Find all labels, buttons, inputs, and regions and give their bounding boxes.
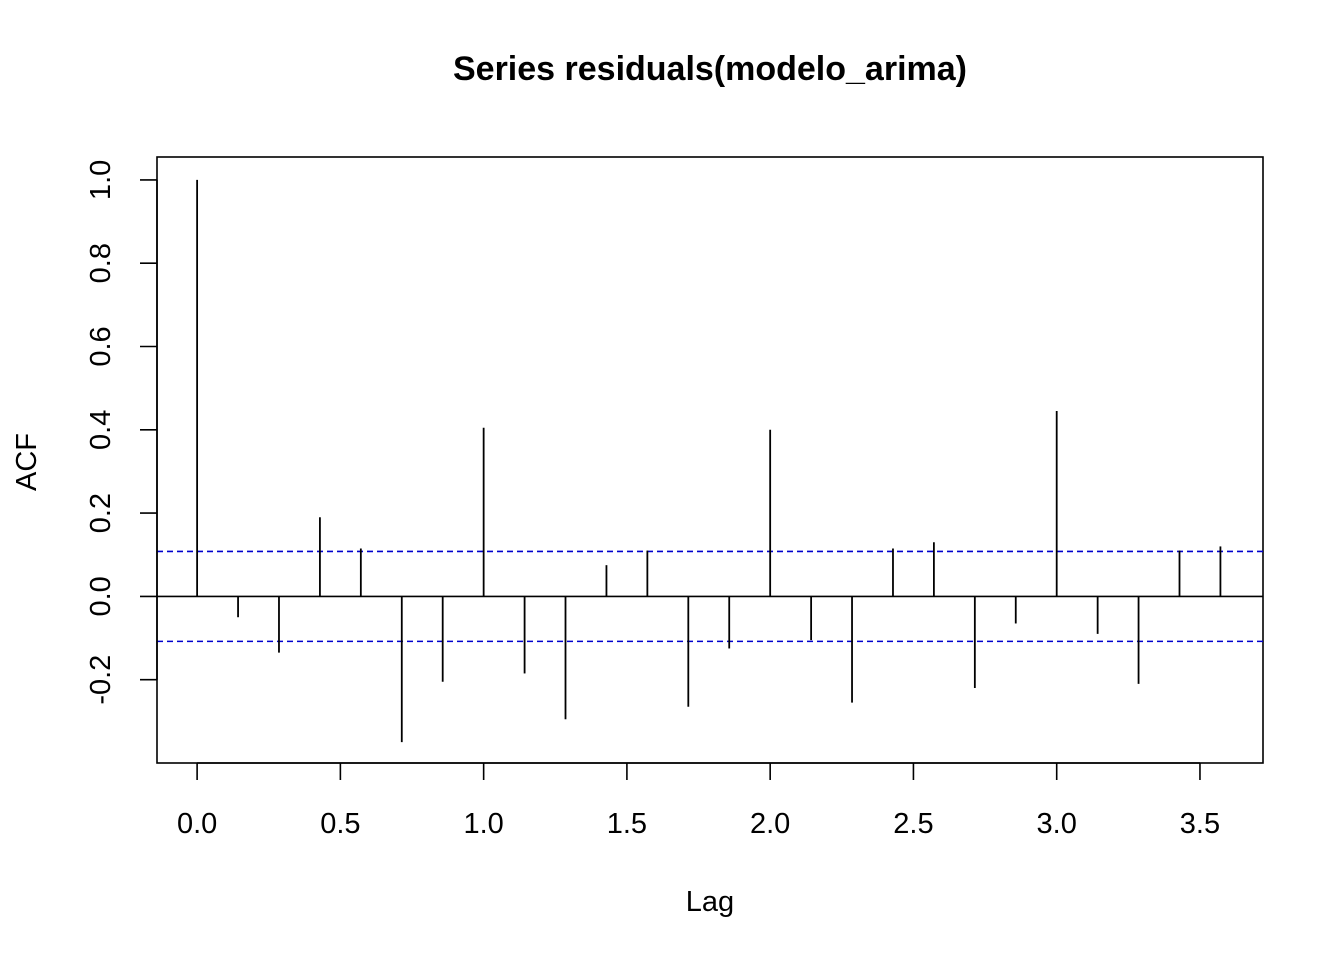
- x-tick-label: 2.5: [893, 808, 933, 840]
- x-tick-label: 0.5: [320, 808, 360, 840]
- x-tick-label: 3.0: [1037, 808, 1077, 840]
- y-tick-label: 0.4: [85, 410, 117, 450]
- x-axis: 0.0 0.5 1.0 1.5 2.0 2.5 3.0 3.5: [177, 762, 1220, 840]
- plot-marks: [157, 179, 1263, 743]
- y-tick-label: 0.6: [85, 326, 117, 366]
- x-tick-label: 0.0: [177, 808, 217, 840]
- x-tick-label: 2.0: [750, 808, 790, 840]
- x-tick-label: 1.0: [463, 808, 503, 840]
- y-tick-label: 1.0: [85, 160, 117, 200]
- x-tick-label: 3.5: [1180, 808, 1220, 840]
- y-tick-label: 0.2: [85, 493, 117, 533]
- x-axis-label: Lag: [686, 886, 734, 918]
- y-axis-label: ACF: [11, 433, 43, 491]
- chart-title: Series residuals(modelo_arima): [453, 50, 967, 88]
- x-tick-label: 1.5: [607, 808, 647, 840]
- y-tick-label: 0.8: [85, 243, 117, 283]
- plot-frame: [156, 156, 1264, 764]
- y-tick-label: -0.2: [85, 655, 117, 705]
- y-tick-label: 0.0: [85, 576, 117, 616]
- y-axis: -0.2 0.0 0.2 0.4 0.6 0.8 1.0: [85, 160, 158, 705]
